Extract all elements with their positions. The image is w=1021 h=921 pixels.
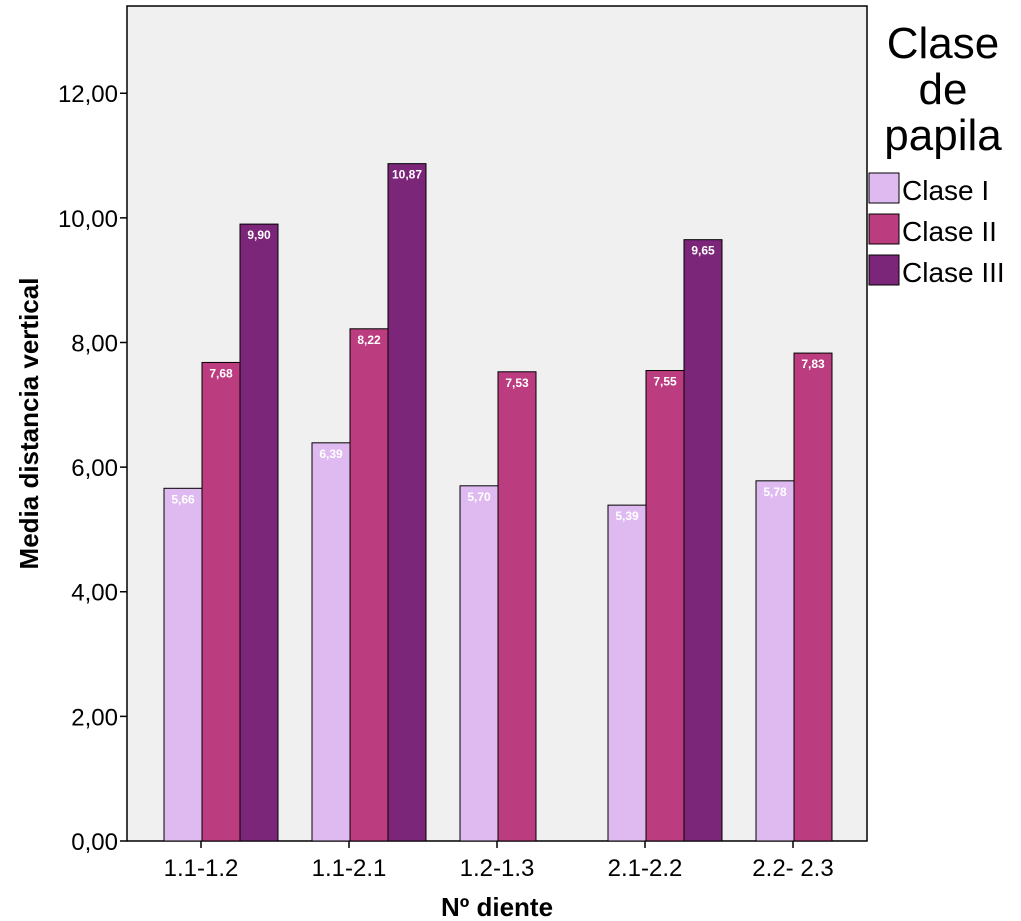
bar <box>755 480 795 842</box>
legend-label: Clase II <box>902 216 997 247</box>
legend-items: Clase I Clase II Clase III <box>868 172 1005 288</box>
legend-title-line-3: papila <box>884 111 1002 160</box>
y-tick-label: 0,00 <box>71 829 118 856</box>
bar-value-label: 7,83 <box>801 357 825 371</box>
legend-swatch <box>868 254 900 286</box>
bar <box>607 504 647 842</box>
x-tick-label: 1.1-2.1 <box>312 855 387 882</box>
bar-value-label: 9,65 <box>691 244 715 258</box>
bar-value-label: 5,78 <box>763 485 787 499</box>
bar-value-label: 10,87 <box>392 168 422 182</box>
bar <box>239 223 279 842</box>
x-tick-label: 2.1-2.2 <box>608 855 683 882</box>
y-axis: 0,00 2,00 4,00 6,00 8,00 10,00 12,00 <box>58 81 127 856</box>
bar <box>683 239 723 842</box>
bar-value-label: 7,68 <box>209 366 233 380</box>
x-tick-label: 1.2-1.3 <box>460 855 535 882</box>
y-axis-title: Media distancia vertical <box>14 278 44 570</box>
x-axis: 1.1-1.2 1.1-2.1 1.2-1.3 2.1-2.2 2.2- 2.3 <box>164 841 834 882</box>
legend-label: Clase I <box>902 175 989 206</box>
legend-swatch <box>868 172 900 204</box>
bar-value-label: 9,90 <box>247 228 271 242</box>
legend-label: Clase III <box>902 257 1005 288</box>
bar-value-label: 7,53 <box>505 376 529 390</box>
bar-value-label: 6,39 <box>319 447 343 461</box>
bar <box>793 352 833 842</box>
bar <box>645 370 685 842</box>
y-tick-label: 8,00 <box>71 330 118 357</box>
y-tick-label: 10,00 <box>58 206 118 233</box>
x-tick-label: 2.2- 2.3 <box>752 855 833 882</box>
bar <box>497 371 537 842</box>
legend-title-line-2: de <box>919 65 968 114</box>
y-tick-label: 2,00 <box>71 704 118 731</box>
bar <box>387 163 427 842</box>
bar <box>349 328 389 842</box>
bar-value-label: 5,66 <box>171 492 195 506</box>
legend: Clase de papila Clase I Clase II Clase III <box>868 19 1005 288</box>
legend-swatch <box>868 213 900 245</box>
bar <box>459 485 499 842</box>
bar-value-labels: 5,66 7,68 9,90 6,39 8,22 10,87 5,70 7,53 5,39 7,5… <box>171 168 825 523</box>
x-axis-title: Nº diente <box>441 892 553 921</box>
bar <box>163 487 203 842</box>
bar <box>311 442 351 842</box>
bars-group <box>163 163 833 842</box>
y-tick-label: 6,00 <box>71 455 118 482</box>
x-tick-label: 1.1-1.2 <box>164 855 239 882</box>
bar-value-label: 7,55 <box>653 375 677 389</box>
bar <box>201 361 241 842</box>
bar-value-label: 5,39 <box>615 509 639 523</box>
bar-value-label: 8,22 <box>357 333 381 347</box>
y-tick-label: 12,00 <box>58 81 118 108</box>
y-tick-label: 4,00 <box>71 580 118 607</box>
legend-title-line-1: Clase <box>887 19 1000 68</box>
bar-value-label: 5,70 <box>467 490 491 504</box>
